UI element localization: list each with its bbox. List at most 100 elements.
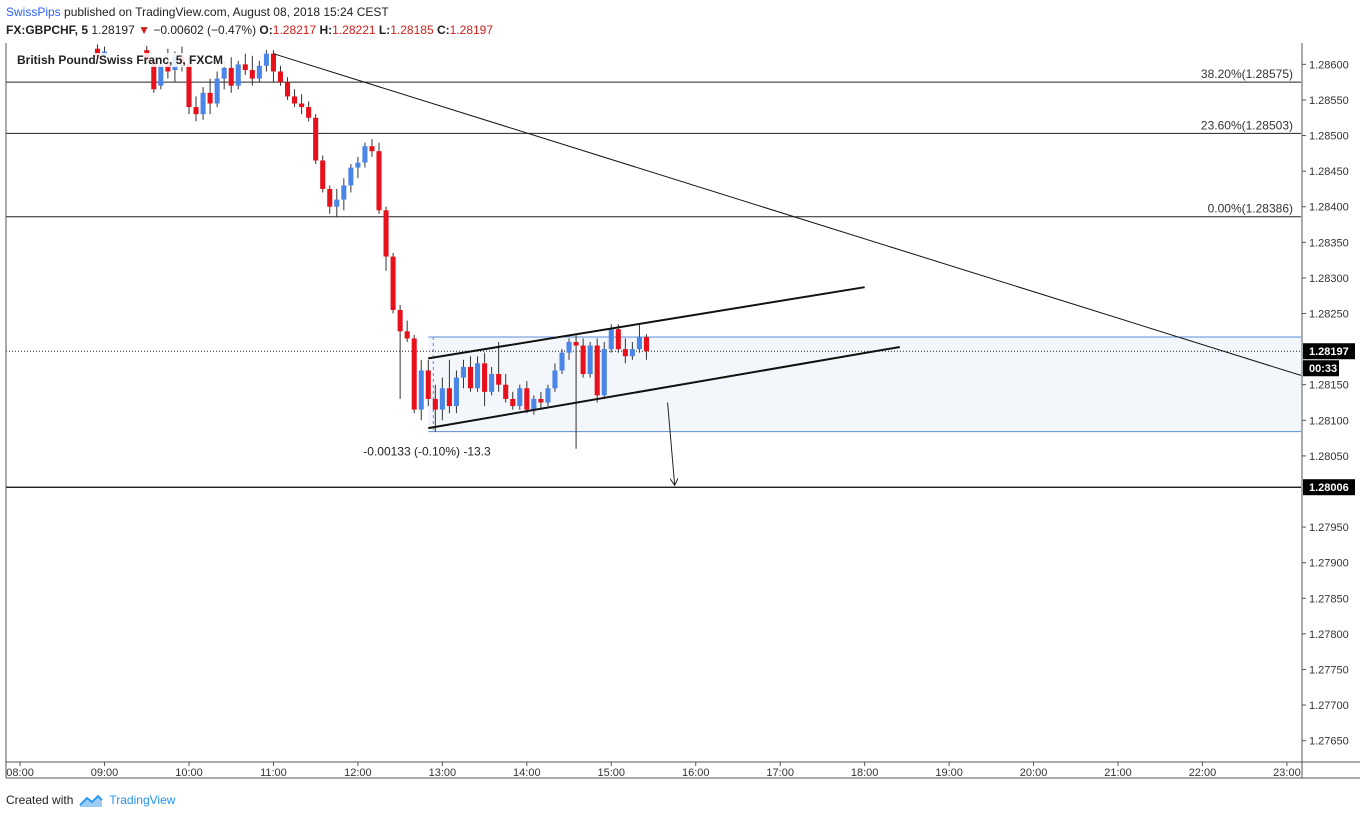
- high-value: 1.28221: [332, 23, 376, 37]
- candle-body: [221, 67, 227, 79]
- current-price-tag: 1.28197: [1309, 346, 1349, 358]
- candle-body: [151, 60, 157, 90]
- price-tick-label: 1.28450: [1309, 166, 1349, 178]
- candle-body: [587, 345, 593, 375]
- candle: [411, 334, 417, 414]
- candle: [538, 391, 544, 410]
- candle-body: [411, 338, 417, 410]
- author-link[interactable]: SwissPips: [6, 5, 61, 19]
- candle: [263, 50, 269, 72]
- price-tick-label: 1.28350: [1309, 237, 1349, 249]
- candle-body: [390, 256, 396, 310]
- tradingview-logo-icon: [79, 794, 104, 807]
- candle: [446, 359, 452, 414]
- candle: [460, 359, 467, 389]
- time-tick-label: 23:00: [1273, 767, 1301, 779]
- price-tick-label: 1.28600: [1309, 59, 1349, 71]
- candle-body: [369, 146, 375, 152]
- candle-body: [242, 64, 248, 71]
- price-tick-label: 1.28550: [1309, 95, 1349, 107]
- candle-body: [228, 67, 234, 86]
- ohlc-legend: FX:GBPCHF, 5 1.28197 ▼ −0.00602 (−0.47%)…: [6, 22, 493, 39]
- candle: [594, 338, 600, 403]
- target-price-tag-bg: [1303, 479, 1355, 496]
- price-tick-label: 1.28050: [1309, 451, 1349, 463]
- open-value: 1.28217: [272, 23, 317, 37]
- close-label: C:: [436, 23, 450, 37]
- open-label: O:: [259, 23, 273, 37]
- candle-body: [193, 107, 199, 115]
- candle-body: [376, 151, 382, 211]
- fib-label-2: 0.00%(1.28386): [1208, 202, 1293, 216]
- candle-body: [453, 377, 459, 407]
- time-tick-label: 16:00: [682, 767, 710, 779]
- time-tick-label: 08:00: [6, 767, 34, 779]
- candle: [292, 89, 298, 108]
- time-tick-label: 10:00: [175, 767, 203, 779]
- candle: [552, 363, 558, 392]
- candle: [496, 341, 502, 392]
- main-trendline: [273, 53, 1301, 376]
- candle-body: [517, 388, 523, 407]
- published-text: published on TradingView.com, August 08,…: [64, 5, 389, 19]
- candle-body: [566, 341, 572, 353]
- candle-body: [214, 78, 220, 104]
- time-tick-label: 13:00: [429, 767, 457, 779]
- candle-body: [573, 341, 579, 346]
- price-tick-label: 1.28100: [1309, 415, 1349, 427]
- change-value: −0.00602 (−0.47%): [153, 23, 257, 37]
- candle: [362, 142, 368, 168]
- candle: [580, 338, 586, 378]
- measure-label: -0.00133 (-0.10%) -13.3: [363, 445, 491, 459]
- candle: [334, 188, 340, 218]
- candle-body: [594, 345, 600, 396]
- high-label: H:: [319, 23, 333, 37]
- candle-body: [200, 92, 206, 115]
- tradingview-link[interactable]: TradingView: [79, 792, 175, 809]
- candle: [284, 77, 291, 100]
- candle-body: [348, 167, 354, 186]
- candle: [531, 395, 537, 415]
- candle: [622, 338, 628, 364]
- time-tick-label: 09:00: [91, 767, 119, 779]
- price-tick-label: 1.27950: [1309, 522, 1349, 534]
- candle-body: [538, 398, 544, 403]
- candle-body: [94, 48, 101, 58]
- low-label: L:: [378, 23, 391, 37]
- candle: [643, 334, 649, 360]
- candle-body: [446, 388, 452, 407]
- time-tick-label: 12:00: [344, 767, 372, 779]
- channel-upper-line: [428, 286, 865, 360]
- candle: [270, 50, 276, 83]
- candle-body: [580, 345, 586, 375]
- candle: [573, 333, 579, 449]
- candle-body: [313, 117, 319, 161]
- plot-area: [6, 44, 1301, 488]
- fib-label-0: 38.20%(1.28575): [1201, 67, 1293, 81]
- candle-body: [327, 188, 333, 207]
- candle-body: [404, 331, 410, 339]
- candle: [489, 366, 495, 396]
- candle: [355, 156, 361, 179]
- candle: [425, 359, 431, 407]
- candle-body: [608, 329, 614, 350]
- candle-body: [277, 71, 284, 83]
- price-tick-label: 1.27850: [1309, 593, 1349, 605]
- candle: [439, 377, 445, 421]
- candle: [453, 370, 459, 414]
- candle: [524, 381, 530, 414]
- candle-body: [636, 337, 642, 350]
- last-price: 1.28197: [91, 23, 135, 37]
- candle-body: [306, 107, 312, 118]
- current-price-tag-bg: [1303, 343, 1355, 360]
- candle: [404, 320, 410, 342]
- candle: [320, 155, 326, 193]
- candle-body: [552, 370, 558, 389]
- candle-body: [559, 352, 565, 371]
- candle-body: [235, 64, 241, 86]
- close-value: 1.28197: [449, 23, 494, 37]
- countdown-tag: 00:33: [1309, 363, 1337, 375]
- candle: [587, 341, 593, 378]
- tradingview-label: TradingView: [109, 793, 176, 807]
